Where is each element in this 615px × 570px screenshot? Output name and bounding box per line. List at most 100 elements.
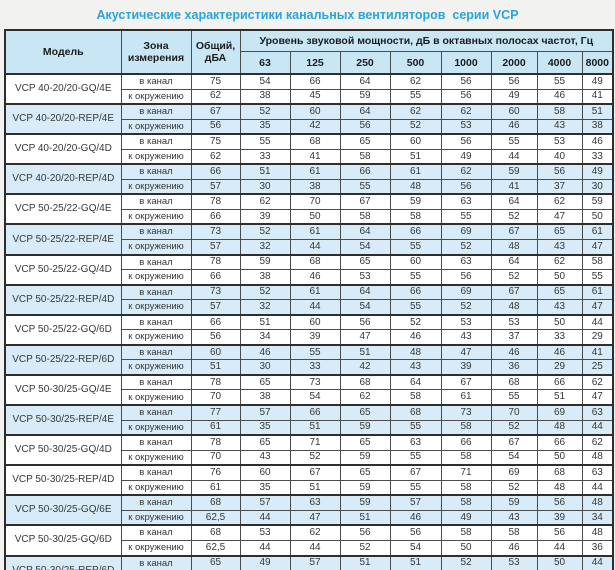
level-duct-4000: 58: [536, 103, 583, 120]
level-surround-1000: 49: [440, 509, 492, 526]
level-surround-63: 35: [239, 479, 291, 496]
zone-label-duct: в канал: [120, 103, 192, 120]
level-duct-4000: 50: [536, 313, 583, 331]
zone-label-surround: к окружению: [120, 269, 192, 286]
table-row: к окружению 57 30 38 55 48 56 41 37 30: [5, 178, 614, 195]
level-surround-500: 51: [389, 148, 442, 165]
total-dba-surround: 61: [190, 479, 241, 496]
level-surround-8000: 41: [581, 88, 614, 105]
level-duct-2000: 64: [490, 253, 538, 271]
level-surround-125: 46: [289, 269, 341, 286]
level-duct-1000: 52: [440, 554, 492, 570]
zone-label-surround: к окружению: [120, 359, 192, 376]
level-surround-1000: 53: [440, 118, 492, 135]
level-duct-125: 61: [289, 163, 341, 180]
level-surround-8000: 47: [581, 239, 614, 256]
level-surround-4000: 44: [536, 539, 583, 557]
level-duct-125: 68: [289, 253, 341, 271]
level-duct-63: 51: [239, 313, 291, 331]
level-surround-250: 55: [339, 178, 391, 195]
level-surround-63: 44: [239, 509, 291, 526]
level-surround-500: 58: [389, 208, 442, 225]
level-duct-250: 68: [339, 373, 391, 391]
level-surround-500: 55: [389, 299, 442, 316]
total-dba-surround: 62: [190, 88, 241, 105]
level-surround-4000: 40: [536, 148, 583, 165]
level-surround-4000: 48: [536, 419, 583, 436]
level-duct-4000: 46: [536, 343, 583, 361]
table-row: VCP 50-30/25-REP/6Dв канал65495751515253…: [4, 554, 614, 570]
level-surround-2000: 52: [490, 269, 538, 286]
model-name: VCP 40-20/20-REP/4D: [4, 163, 122, 195]
zone-label-surround: к окружению: [120, 509, 192, 526]
level-surround-250: 42: [339, 359, 391, 376]
level-surround-8000: 47: [581, 389, 614, 406]
acoustic-table: Модель Зона измерения Общий, дБА Уровень…: [4, 29, 615, 570]
level-surround-2000: 49: [490, 88, 538, 105]
total-dba-duct: 77: [190, 404, 241, 421]
level-surround-4000: 43: [536, 299, 583, 316]
zone-label-surround: к окружению: [120, 389, 192, 406]
col-header-freq-2000: 2000: [490, 51, 538, 75]
model-name: VCP 50-30/25-GQ/6E: [4, 494, 122, 526]
level-surround-4000: 29: [536, 359, 583, 376]
total-dba-surround: 56: [190, 118, 241, 135]
level-surround-125: 42: [289, 118, 341, 135]
level-duct-500: 60: [389, 253, 442, 271]
level-duct-4000: 66: [536, 373, 583, 391]
level-surround-500: 55: [389, 269, 442, 286]
level-duct-4000: 69: [536, 404, 583, 421]
level-duct-1000: 67: [440, 373, 492, 391]
level-surround-4000: 48: [536, 479, 583, 496]
level-surround-1000: 50: [440, 539, 492, 557]
total-dba-surround: 62,5: [190, 539, 241, 557]
level-surround-2000: 36: [490, 359, 538, 376]
level-surround-500: 55: [389, 479, 442, 496]
level-surround-125: 51: [289, 419, 341, 436]
level-surround-125: 51: [289, 479, 341, 496]
level-surround-125: 44: [289, 539, 341, 557]
level-duct-4000: 50: [536, 554, 583, 570]
level-duct-500: 48: [389, 343, 442, 361]
model-name: VCP 50-30/25-GQ/6D: [4, 524, 122, 557]
level-surround-1000: 52: [440, 299, 492, 316]
level-surround-500: 46: [389, 509, 442, 526]
level-duct-2000: 67: [490, 434, 538, 451]
zone-label-surround: к окружению: [120, 329, 192, 346]
total-dba-duct: 66: [190, 313, 241, 331]
level-duct-250: 65: [339, 464, 391, 481]
level-surround-250: 54: [339, 239, 391, 256]
level-surround-4000: 33: [536, 329, 583, 346]
level-surround-500: 55: [389, 239, 442, 256]
level-surround-1000: 58: [440, 479, 492, 496]
level-surround-4000: 50: [536, 269, 583, 286]
level-duct-125: 66: [289, 404, 341, 421]
level-surround-2000: 54: [490, 449, 538, 466]
level-surround-250: 52: [339, 539, 391, 557]
level-duct-250: 65: [339, 133, 391, 150]
model-name: VCP 50-25/22-REP/6D: [4, 343, 122, 376]
level-duct-500: 56: [389, 524, 442, 541]
level-duct-8000: 48: [581, 494, 614, 511]
level-surround-63: 44: [239, 539, 291, 557]
zone-label-duct: в канал: [120, 163, 192, 180]
level-duct-2000: 56: [490, 72, 538, 90]
model-name: VCP 50-25/22-GQ/4D: [4, 253, 122, 286]
table-row: к окружению 56 35 42 56 52 53 46 43 38: [5, 118, 614, 135]
level-duct-1000: 73: [440, 404, 492, 421]
level-surround-63: 43: [239, 449, 291, 466]
level-surround-125: 50: [289, 208, 341, 225]
total-dba-surround: 56: [190, 329, 241, 346]
level-duct-250: 64: [339, 72, 391, 90]
zone-label-duct: в канал: [120, 373, 192, 391]
level-duct-250: 67: [339, 193, 391, 210]
level-duct-500: 67: [389, 464, 442, 481]
level-surround-4000: 46: [536, 88, 583, 105]
level-surround-2000: 44: [490, 148, 538, 165]
table-row: VCP 40-20/20-REP/4D в канал 66 51 61 66 61 62 59…: [4, 163, 614, 195]
col-header-zone: Зона измерения: [120, 29, 192, 75]
level-surround-125: 45: [289, 88, 341, 105]
level-surround-500: 55: [389, 419, 442, 436]
level-surround-1000: 58: [440, 419, 492, 436]
table-row: VCP 50-30/25-GQ/6D в канал 68 53 62 56 56 58 58 5…: [4, 524, 614, 557]
